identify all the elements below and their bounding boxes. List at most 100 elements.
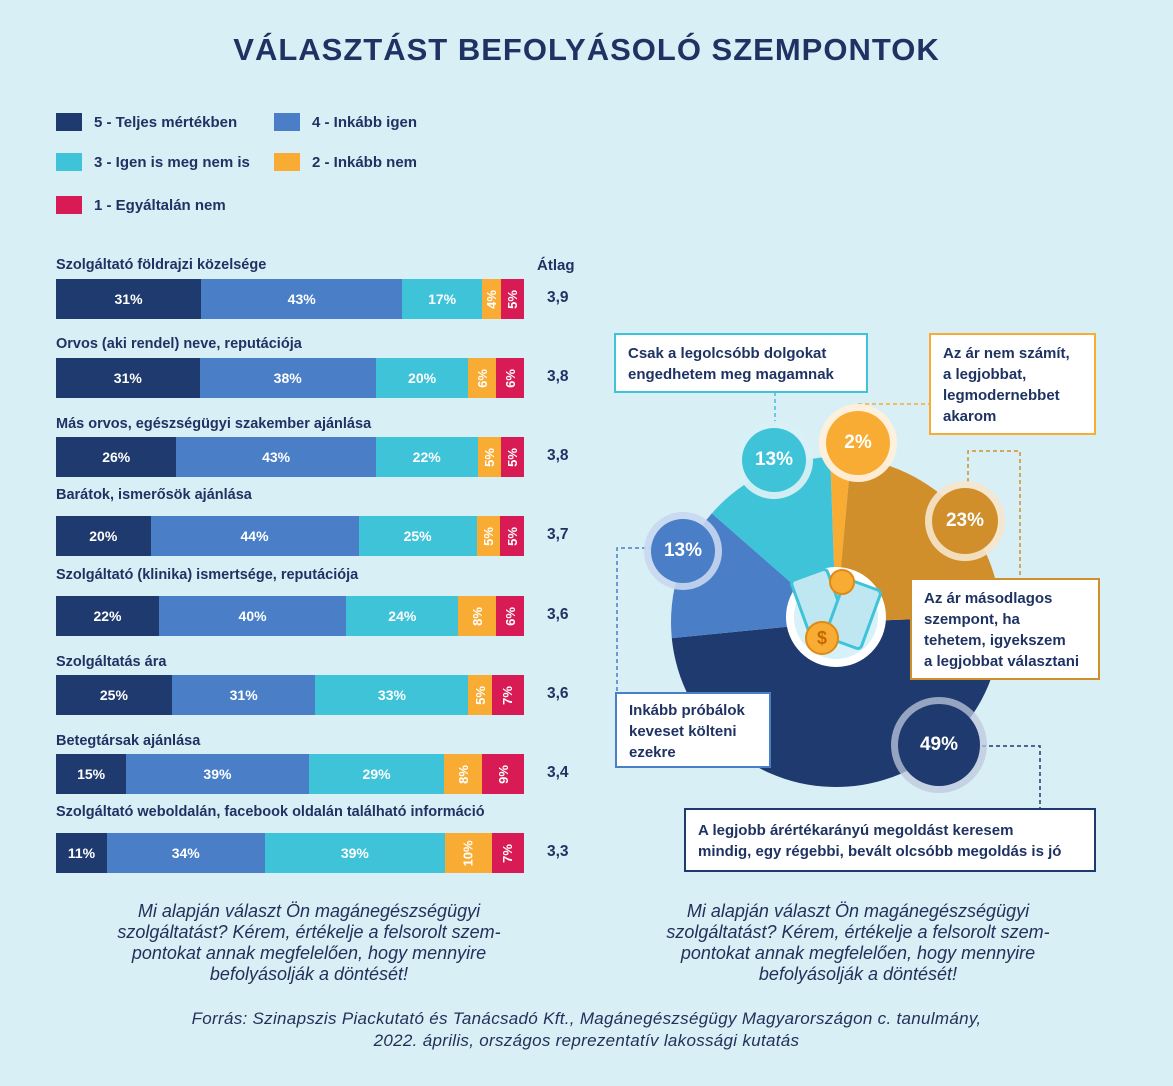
bar-segment: 44%	[150, 516, 359, 556]
stacked-bar: 26% 43% 22% 5% 5%	[56, 437, 524, 477]
bar-segment-label: 33%	[377, 687, 406, 703]
bar-segment-label: 15%	[77, 766, 106, 782]
question-line: szolgáltatást? Kérem, értékelje a felsor…	[666, 922, 1050, 942]
bar-segment-label: 20%	[89, 528, 118, 544]
bar-segment-label: 5%	[481, 526, 497, 546]
callout-text: a legjobbat,	[943, 366, 1027, 383]
bar-segment: 39%	[126, 754, 309, 794]
bar-segment-label: 6%	[502, 606, 518, 626]
bar-segment: 10%	[445, 833, 492, 873]
callout-text: engedhetem meg magamnak	[628, 366, 834, 383]
bar-category-label: Szolgáltató weboldalán, facebook oldalán…	[56, 804, 485, 820]
bar-segment: 11%	[56, 833, 107, 873]
bar-segment: 25%	[358, 516, 477, 556]
bar-category-label: Szolgáltatás ára	[56, 654, 167, 670]
legend-item-2: 2 - Inkább nem	[274, 152, 417, 172]
callout-text: legmodernebbet	[943, 387, 1060, 404]
bar-segment: 34%	[106, 833, 265, 873]
bar-segment-label: 20%	[408, 370, 437, 386]
bar-segment-label: 5%	[504, 526, 520, 546]
bar-segment: 26%	[56, 437, 177, 477]
stacked-bar: 22% 40% 24% 8% 6%	[56, 596, 524, 636]
bar-segment-label: 22%	[93, 608, 122, 624]
page-title: VÁLASZTÁST BEFOLYÁSOLÓ SZEMPONTOK	[233, 32, 940, 67]
bar-segment: 6%	[496, 358, 524, 398]
bar-segment: 43%	[201, 279, 403, 319]
callout-text: Inkább próbálok	[629, 702, 745, 719]
bar-segment: 5%	[500, 516, 524, 556]
callout-13-blue: Inkább próbálok keveset költeni ezekre	[615, 692, 771, 768]
callout-text: keveset költeni	[629, 723, 737, 740]
bar-segment-label: 9%	[495, 764, 511, 784]
legend-swatch	[274, 153, 300, 171]
bar-category-label: Szolgáltató (klinika) ismertsége, reputá…	[56, 567, 359, 583]
bar-segment-label: 4%	[483, 289, 499, 309]
callout-text: Az ár másodlagos	[924, 590, 1053, 607]
stacked-bar: 31% 38% 20% 6% 6%	[56, 358, 524, 398]
bar-segment-label: 43%	[287, 291, 316, 307]
bar-segment-label: 6%	[474, 368, 490, 388]
bar-segment-label: 7%	[500, 843, 516, 863]
bar-category-label: Más orvos, egészségügyi szakember ajánlá…	[56, 416, 372, 432]
average-value: 3,6	[547, 685, 569, 702]
bar-segment-label: 25%	[99, 687, 128, 703]
bar-category-label: Orvos (aki rendel) neve, reputációja	[56, 336, 302, 352]
bar-segment-label: 31%	[114, 291, 143, 307]
average-value: 3,9	[547, 289, 569, 306]
bar-segment-label: 40%	[238, 608, 267, 624]
bar-segment: 5%	[500, 279, 524, 319]
bar-segment: 25%	[56, 675, 172, 715]
bar-segment-label: 29%	[362, 766, 391, 782]
pie-label-49: 49%	[898, 704, 980, 786]
connector-49	[975, 745, 1041, 808]
bar-segment-label: 43%	[262, 449, 291, 465]
bar-segment: 22%	[56, 596, 159, 636]
pie-slice	[830, 457, 851, 622]
bar-segment: 7%	[491, 833, 524, 873]
callout-text: mindig, egy régebbi, bevált olcsóbb mego…	[698, 843, 1062, 860]
pie-label-23: 23%	[932, 488, 998, 554]
bar-segment-label: 31%	[113, 370, 142, 386]
legend-item-1: 1 - Egyáltalán nem	[56, 195, 226, 215]
bar-segment: 31%	[56, 279, 202, 319]
bar-segment-label: 39%	[203, 766, 232, 782]
bar-segment: 5%	[477, 437, 501, 477]
source-line: 2022. április, országos reprezentatív la…	[373, 1031, 800, 1050]
average-value: 3,8	[547, 447, 569, 464]
connector-13a	[616, 547, 660, 692]
question-line: pontokat annak megfelelően, hogy mennyir…	[131, 943, 487, 963]
bar-segment-label: 25%	[403, 528, 432, 544]
question-line: Mi alapján választ Ön magánegészségügyi	[686, 901, 1030, 921]
callout-23: Az ár másodlagos szempont, ha tehetem, i…	[910, 578, 1100, 680]
bar-segment-label: 5%	[504, 447, 520, 467]
callout-text: A legjobb árértékarányú megoldást kerese…	[698, 822, 1014, 839]
bar-segment: 9%	[481, 754, 524, 794]
legend-swatch	[56, 113, 82, 131]
bar-segment: 17%	[402, 279, 482, 319]
callout-text: tehetem, igyekszem	[924, 632, 1066, 649]
callout-13-cyan: Csak a legolcsóbb dolgokat engedhetem me…	[614, 333, 868, 393]
question-left: Mi alapján választ Ön magánegészségügyi …	[74, 901, 544, 985]
stacked-bar: 11% 34% 39% 10% 7%	[56, 833, 524, 873]
average-value: 3,3	[547, 843, 569, 860]
legend-label: 4 - Inkább igen	[312, 113, 418, 131]
pie-label-13-cyan: 13%	[742, 428, 806, 492]
average-header: Átlag	[537, 257, 575, 274]
bar-segment-label: 26%	[102, 449, 131, 465]
bar-segment: 6%	[495, 596, 524, 636]
bar-segment: 20%	[56, 516, 151, 556]
bar-segment: 43%	[176, 437, 376, 477]
question-line: pontokat annak megfelelően, hogy mennyir…	[680, 943, 1036, 963]
bar-segment-label: 22%	[412, 449, 441, 465]
bar-segment: 24%	[346, 596, 459, 636]
stacked-bar: 31% 43% 17% 4% 5%	[56, 279, 524, 319]
bar-segment: 39%	[264, 833, 446, 873]
question-line: befolyásolják a döntését!	[758, 964, 958, 984]
question-line: befolyásolják a döntését!	[209, 964, 409, 984]
bar-segment: 5%	[500, 437, 524, 477]
question-line: szolgáltatást? Kérem, értékelje a felsor…	[117, 922, 501, 942]
bar-segment: 22%	[375, 437, 478, 477]
bar-segment: 20%	[375, 358, 469, 398]
bar-segment: 8%	[458, 596, 496, 636]
bar-segment-label: 6%	[502, 368, 518, 388]
